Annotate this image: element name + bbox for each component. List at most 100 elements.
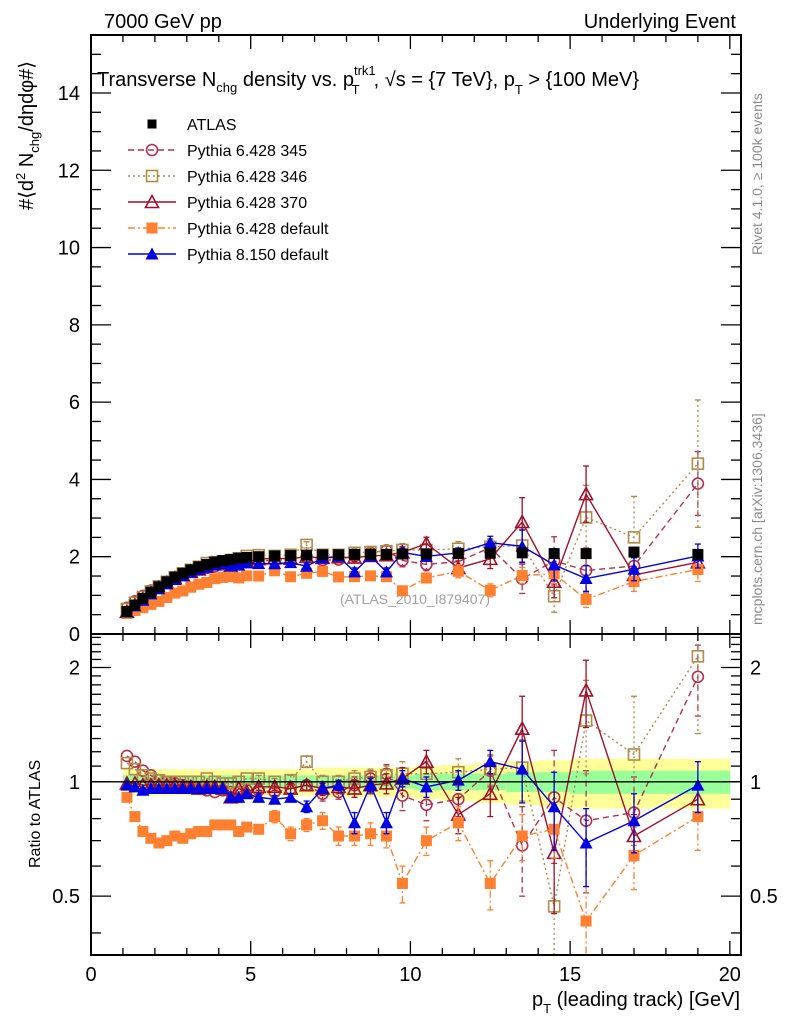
- ratio-point: [128, 755, 142, 768]
- ratio-point: [395, 772, 409, 785]
- data-point: [317, 565, 329, 577]
- atlas-data-point: [317, 549, 329, 561]
- mcplots-label: mcplots.cern.ch [arXiv:1306.3436]: [749, 413, 765, 625]
- atlas-data-point: [225, 553, 237, 565]
- atlas-data-point: [628, 546, 640, 558]
- ratio-point: [418, 753, 435, 768]
- ratio-point: [266, 778, 283, 794]
- ratio-point: [379, 816, 393, 829]
- y-tick-label: 2: [69, 547, 80, 569]
- data-point: [284, 556, 298, 569]
- atlas-data-point: [201, 558, 213, 570]
- chart-title: Transverse Nchg density vs. ptrk1 T, √s =…: [97, 63, 639, 97]
- ratio-point: [420, 798, 433, 812]
- x-label-rest: (leading track) [GeV]: [551, 989, 740, 1011]
- legend-marker: [147, 119, 157, 129]
- ratio-point: [253, 823, 265, 835]
- title-c: , √s = {7 TeV}, p: [374, 69, 515, 91]
- atlas-data-point: [580, 548, 592, 560]
- ratio-point: [153, 837, 165, 849]
- legend-label: ATLAS: [187, 117, 237, 134]
- atlas-data-point: [121, 606, 133, 618]
- atlas-data-point: [285, 550, 297, 562]
- rivet-label: Rivet 4.1.0, ≥ 100k events: [749, 93, 765, 255]
- ratio-point: [145, 832, 157, 844]
- ratio-tick-label-left: 1: [69, 772, 80, 794]
- ratio-point: [169, 830, 181, 842]
- y-tick-label: 6: [69, 392, 80, 414]
- ratio-point: [301, 819, 313, 831]
- x-tick-label: 0: [85, 964, 96, 986]
- ratio-point: [193, 825, 205, 837]
- y-label-sup: 2: [13, 173, 28, 180]
- atlas-data-point: [145, 586, 157, 598]
- ratio-point: [332, 778, 346, 791]
- atlas-data-point: [185, 564, 197, 576]
- series-line-ratio-4: [126, 760, 699, 844]
- atlas-data-point: [193, 561, 205, 573]
- data-point: [396, 585, 408, 597]
- ratio-point: [333, 830, 345, 842]
- title-b-sup: trk1: [354, 63, 376, 78]
- ratio-point: [233, 825, 245, 837]
- data-point: [420, 572, 432, 584]
- data-point: [484, 584, 496, 596]
- ratio-point: [300, 800, 314, 813]
- ratio-point: [120, 778, 134, 791]
- ratio-point: [452, 817, 464, 829]
- ratio-point: [317, 815, 329, 827]
- atlas-data-point: [153, 581, 165, 593]
- ratio-point: [419, 780, 433, 793]
- y-tick-label: 4: [69, 469, 80, 491]
- data-point: [691, 477, 705, 490]
- header-right: Underlying Event: [584, 11, 737, 33]
- data-point: [137, 602, 149, 614]
- legend-marker: [145, 169, 159, 183]
- series-line-main-1: [126, 463, 699, 610]
- ratio-point: [628, 849, 640, 861]
- ratio-point: [268, 792, 282, 805]
- data-point: [268, 557, 282, 570]
- atlas-data-point: [217, 555, 229, 567]
- data-point: [516, 570, 528, 582]
- ratio-point: [128, 780, 142, 793]
- data-point: [546, 573, 562, 589]
- ratio-point: [483, 755, 497, 768]
- ratio-point: [691, 778, 705, 791]
- atlas-data-point: [233, 552, 245, 564]
- ratio-tick-label-right: 0.5: [750, 886, 778, 908]
- ratio-point: [121, 791, 133, 803]
- ratio-point: [232, 790, 246, 803]
- ratio-point: [691, 650, 705, 663]
- ratio-tick-label-left: 0.5: [52, 886, 80, 908]
- analysis-tag: (ATLAS_2010_I879407): [340, 591, 490, 607]
- data-point: [514, 513, 531, 529]
- ratio-panel: [91, 633, 741, 956]
- ratio-point: [547, 800, 561, 813]
- ratio-point: [217, 819, 229, 831]
- ratio-point: [300, 755, 313, 768]
- data-point: [691, 457, 705, 470]
- ratio-point: [185, 828, 197, 840]
- atlas-data-point: [129, 599, 141, 611]
- ratio-point: [216, 782, 230, 795]
- atlas-data-point: [333, 549, 345, 561]
- data-point: [579, 572, 593, 585]
- data-point: [233, 572, 245, 584]
- ratio-point: [298, 776, 315, 792]
- ratio-point: [627, 748, 641, 761]
- atlas-data-point: [209, 556, 221, 568]
- legend-label: Pythia 6.428 345: [187, 143, 307, 160]
- data-point: [333, 571, 345, 583]
- data-point: [301, 567, 313, 579]
- atlas-data-point: [420, 548, 432, 560]
- atlas-data-point: [241, 551, 253, 563]
- y-tick-label: 10: [58, 238, 80, 260]
- ratio-tick-label-right: 2: [750, 657, 761, 679]
- atlas-data-point: [364, 548, 376, 560]
- ratio-point: [252, 790, 266, 803]
- data-point: [185, 581, 197, 593]
- y-label-a: #⟨d: [16, 180, 38, 210]
